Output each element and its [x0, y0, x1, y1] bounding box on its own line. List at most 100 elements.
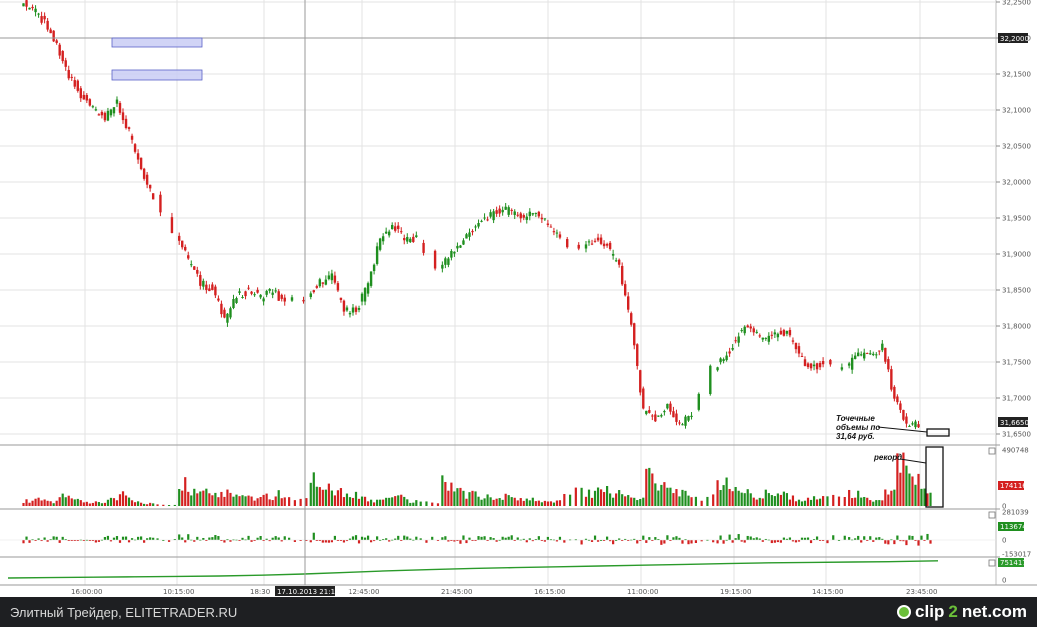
- volume-last-label: 174116: [1000, 482, 1027, 490]
- delta-bar: [283, 536, 286, 540]
- volume-bar: [822, 496, 825, 506]
- volume-bar: [869, 500, 872, 506]
- volume-bar: [397, 495, 400, 506]
- candle-body: [170, 217, 174, 233]
- volume-bar: [55, 500, 58, 506]
- delta-bar: [746, 535, 749, 540]
- candle-body: [761, 337, 764, 340]
- volume-bar: [767, 493, 770, 506]
- candle-body: [205, 284, 208, 291]
- candle-body: [847, 363, 851, 366]
- candle-body: [354, 307, 358, 312]
- candle-body: [22, 3, 25, 7]
- candle-body: [139, 157, 143, 170]
- candle-body: [390, 225, 394, 230]
- candle-body: [666, 403, 669, 409]
- volume-bar: [256, 498, 259, 506]
- candle-body: [55, 40, 58, 43]
- delta-bar: [624, 538, 627, 540]
- volume-bar: [584, 496, 588, 506]
- volume-bar: [540, 502, 543, 506]
- volume-bar: [743, 493, 746, 506]
- delta-bar: [115, 536, 119, 540]
- delta-bar: [321, 540, 324, 543]
- volume-bar: [318, 487, 321, 506]
- delta-bar: [46, 540, 49, 542]
- volume-bar: [555, 500, 559, 506]
- candle-body: [486, 219, 489, 221]
- delta-bar: [324, 540, 327, 543]
- candle-body: [525, 216, 528, 220]
- delta-bar: [522, 538, 525, 540]
- delta-bar: [716, 540, 719, 544]
- delta-bar: [369, 540, 373, 543]
- candle-body: [507, 207, 510, 215]
- volume-bar: [722, 485, 725, 506]
- candle-body: [758, 335, 761, 337]
- volume-bar: [366, 501, 370, 506]
- candle-body: [106, 110, 110, 121]
- candle-body: [58, 44, 61, 56]
- candle-body: [43, 15, 46, 20]
- delta-bar: [453, 540, 456, 542]
- volume-bar: [468, 492, 471, 506]
- volume-bar: [140, 502, 143, 506]
- candle-body: [860, 354, 863, 356]
- candle-body: [238, 291, 241, 293]
- candle-body: [217, 298, 220, 301]
- point-volumes-note-1: Точечные: [836, 414, 875, 423]
- candle-body: [749, 326, 752, 329]
- volume-bar: [609, 493, 612, 506]
- volume-bar: [728, 488, 731, 506]
- candle-body: [767, 335, 771, 342]
- time-tick-label: 10:15:00: [163, 588, 194, 596]
- candle-body: [911, 423, 914, 425]
- volume-bar: [516, 500, 519, 506]
- candle-body: [25, 0, 28, 7]
- delta-bar: [797, 540, 801, 542]
- candle-body: [403, 237, 406, 241]
- delta-bar: [146, 538, 149, 540]
- delta-bar: [336, 540, 340, 541]
- delta-bar: [875, 537, 878, 540]
- volume-bar: [46, 500, 49, 506]
- delta-bar: [639, 540, 642, 541]
- volume-bar: [100, 503, 104, 506]
- candle-body: [208, 288, 211, 292]
- delta-panel-close-icon[interactable]: [988, 511, 996, 519]
- candle-body: [67, 69, 70, 79]
- point-volumes-note-2: объемы по: [836, 423, 880, 432]
- volume-bar: [441, 475, 444, 506]
- delta-bar: [187, 534, 190, 540]
- cumulative-panel-close-icon[interactable]: [988, 559, 996, 567]
- delta-bar: [740, 540, 743, 542]
- candle-body: [112, 107, 116, 114]
- volume-bar: [716, 480, 719, 506]
- candle-body: [740, 330, 743, 332]
- volume-bar: [797, 499, 801, 506]
- candle-body: [327, 275, 331, 280]
- volume-bar: [202, 490, 205, 506]
- volume-bar: [88, 503, 91, 506]
- volume-bar: [860, 497, 863, 506]
- delta-bar: [881, 538, 884, 540]
- candle-body: [277, 291, 280, 301]
- delta-bar: [694, 540, 698, 543]
- candle-body: [596, 237, 600, 241]
- candle-body: [115, 99, 119, 104]
- candle-body: [130, 135, 134, 140]
- volume-panel-close-icon[interactable]: [988, 447, 996, 455]
- delta-bar: [531, 540, 534, 542]
- candle-body: [387, 231, 391, 236]
- candle-body: [366, 283, 370, 294]
- candle-body: [348, 312, 352, 315]
- candle-body: [268, 288, 271, 291]
- delta-bar: [91, 540, 94, 541]
- delta-bar: [728, 534, 731, 540]
- delta-bar: [672, 537, 675, 540]
- delta-bar: [486, 540, 489, 541]
- delta-bar: [425, 540, 428, 543]
- delta-bar: [857, 535, 860, 540]
- candle-body: [73, 80, 76, 87]
- candle-body: [905, 416, 908, 424]
